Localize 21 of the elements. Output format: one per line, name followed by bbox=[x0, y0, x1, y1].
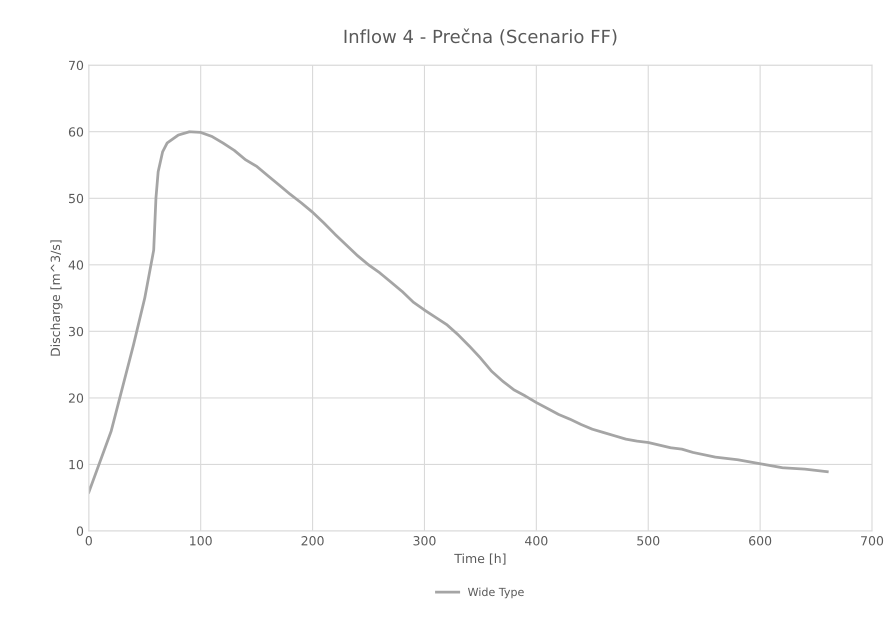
y-tick-label: 40 bbox=[68, 260, 84, 270]
x-tick-label: 0 bbox=[86, 536, 92, 546]
y-tick-label: 60 bbox=[68, 127, 84, 137]
y-tick-label: 0 bbox=[76, 526, 84, 536]
x-tick-label: 600 bbox=[749, 536, 772, 546]
x-tick-label: 300 bbox=[413, 536, 436, 546]
x-tick-label: 400 bbox=[525, 536, 548, 546]
chart-title: Inflow 4 - Prečna (Scenario FF) bbox=[344, 28, 616, 46]
legend-label: Wide Type bbox=[468, 588, 524, 598]
x-tick-label: 200 bbox=[302, 536, 324, 546]
y-tick-label: 10 bbox=[69, 460, 84, 470]
y-tick-label: 50 bbox=[68, 194, 84, 204]
y-tick-label: 30 bbox=[68, 326, 84, 336]
y-tick-label: 70 bbox=[69, 60, 84, 70]
x-axis-title: Time [h] bbox=[454, 553, 506, 565]
y-axis-title: Discharge [m^3/s] bbox=[50, 240, 62, 356]
x-tick-label: 700 bbox=[861, 536, 884, 546]
x-tick-label: 500 bbox=[637, 536, 660, 546]
line-series bbox=[88, 130, 829, 494]
x-tick-label: 100 bbox=[190, 536, 212, 546]
y-tick-label: 20 bbox=[68, 393, 84, 403]
